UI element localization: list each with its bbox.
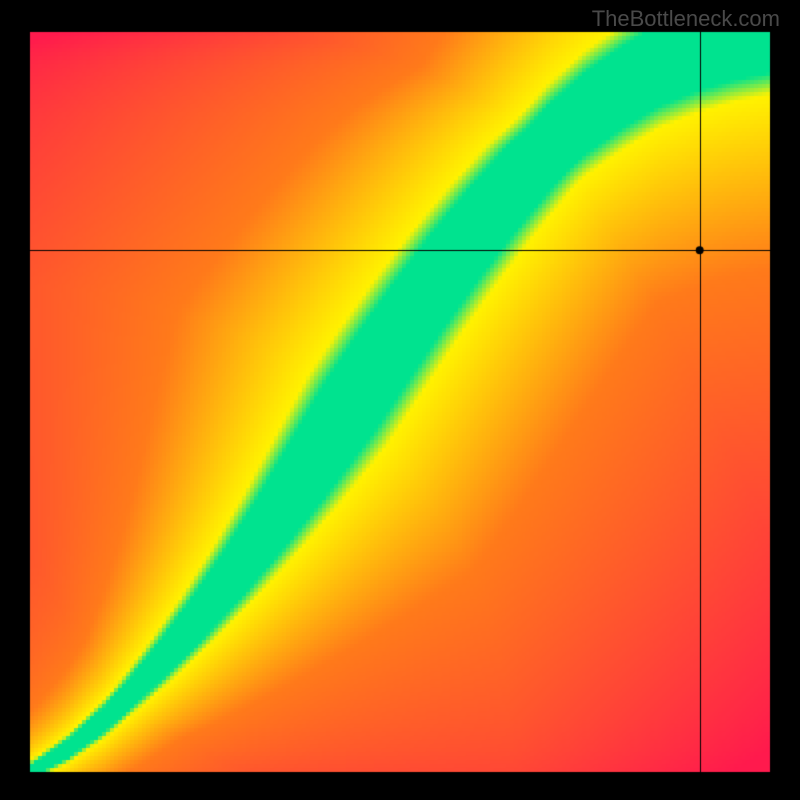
bottleneck-heatmap [0,0,800,800]
chart-container: TheBottleneck.com [0,0,800,800]
watermark-text: TheBottleneck.com [592,6,780,32]
